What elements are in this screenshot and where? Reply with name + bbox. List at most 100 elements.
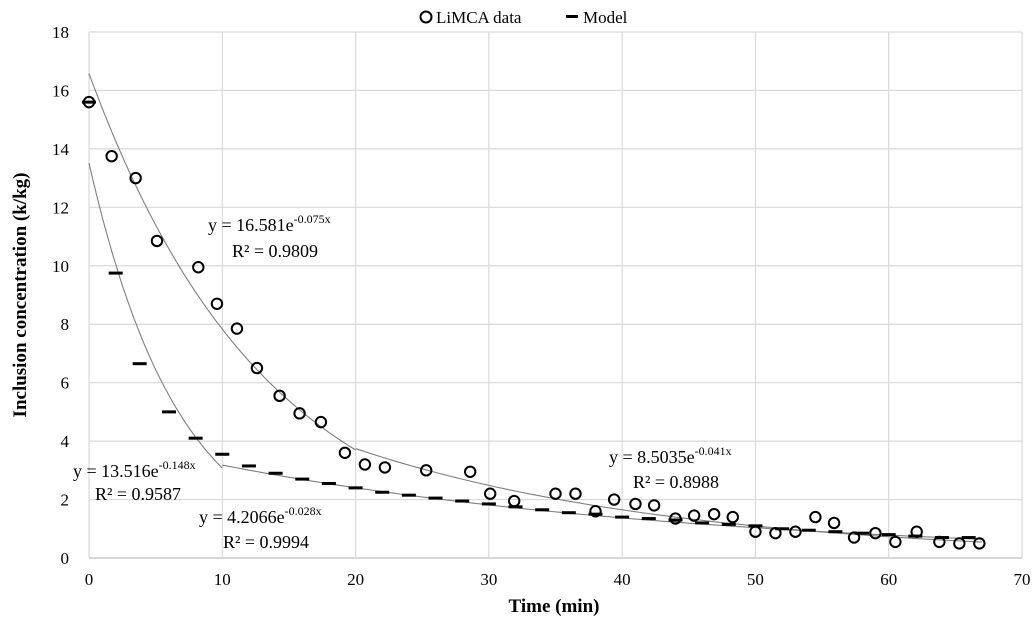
model-data-point (108, 271, 123, 275)
y-tick-label: 16 (52, 81, 69, 100)
limca-data-point (707, 507, 721, 521)
limca-data-point (589, 505, 602, 518)
model-data-point (641, 517, 656, 521)
y-tick-label: 10 (52, 257, 69, 276)
model-data-point (321, 481, 336, 485)
limca-data-point (569, 487, 582, 500)
y-tick-label: 12 (52, 198, 69, 217)
limca-data-point (358, 458, 372, 471)
limca-data-point (314, 415, 328, 429)
y-tick-label: 8 (61, 315, 70, 334)
x-tick-label: 70 (1014, 570, 1031, 589)
limca-data-point (726, 510, 739, 524)
model-data-point (748, 524, 763, 528)
model-data-point (801, 528, 816, 532)
limca-data-point (150, 234, 164, 248)
limca-data-point (687, 509, 701, 522)
equation-model-early-exp: -0.148x (159, 458, 196, 472)
limca-data-point (463, 465, 477, 478)
equation-model-late-coef: 4.2066 (227, 507, 277, 527)
model-data-point (668, 518, 683, 522)
equation-model-late-exp: -0.028x (285, 504, 322, 518)
model-data-point (961, 536, 976, 540)
x-tick-label: 60 (880, 570, 897, 589)
limca-data-point (869, 526, 882, 540)
x-tick-label: 0 (85, 570, 94, 589)
model-data-point (241, 464, 256, 468)
y-tick-label: 18 (52, 23, 69, 42)
model-data-point (401, 493, 416, 497)
limca-data-point (647, 499, 661, 512)
equation-limca-late: y = 8.5035e-0.041x (609, 444, 732, 467)
y-tick-label: 4 (61, 432, 70, 451)
x-tick-label: 30 (480, 570, 497, 589)
limca-data-point (250, 361, 264, 375)
x-tick-label: 40 (614, 570, 631, 589)
limca-data-point (378, 461, 392, 474)
grid (88, 31, 1023, 559)
legend-circle-marker (419, 10, 433, 24)
limca-data-point (953, 537, 966, 550)
model-data-point (295, 477, 310, 481)
limca-data-point (105, 149, 118, 163)
model-data-point (615, 515, 630, 519)
r2-limca-late: R² = 0.8988 (633, 472, 719, 492)
model-data-point (132, 362, 147, 366)
model-data-point (268, 471, 283, 475)
trendline-equations: y = 16.581e-0.075x R² = 0.9809 y = 8.503… (73, 212, 732, 552)
model-data-point (348, 486, 363, 490)
model-data-point (908, 534, 923, 538)
model-data-point (215, 452, 230, 456)
trend-lines (88, 73, 983, 543)
limca-data-point (549, 487, 562, 500)
limca-data-point (273, 389, 286, 403)
limca-data-point (789, 525, 802, 538)
trend-line (222, 464, 983, 540)
equation-model-late: y = 4.2066e-0.028x (199, 504, 322, 527)
tick-labels: 0 2 4 6 8 10 12 14 16 18 0 10 20 30 40 50 60 70 (52, 23, 1031, 589)
trend-line (355, 448, 983, 543)
model-data-point (935, 536, 950, 540)
limca-data-point (827, 516, 841, 530)
model-data-point (455, 499, 470, 503)
model-data-point (481, 502, 496, 506)
limca-data-point (293, 407, 306, 420)
r2-limca-early: R² = 0.9809 (232, 241, 318, 261)
x-tick-label: 20 (347, 570, 364, 589)
y-tick-label: 0 (61, 549, 70, 568)
equation-limca-late-exp: -0.041x (695, 444, 732, 458)
equation-limca-late-coef: 8.5035 (637, 447, 687, 467)
model-data-point (82, 100, 96, 104)
limca-data-point (210, 297, 224, 310)
limca-data-point (847, 531, 861, 544)
equation-model-early: y = 13.516e-0.148x (73, 458, 196, 481)
model-data-point (828, 530, 843, 534)
equation-model-early-coef: 13.516 (101, 461, 151, 481)
model-data-point (188, 436, 203, 440)
limca-data-point (607, 493, 621, 506)
legend-label-limca: LiMCA data (436, 8, 522, 27)
y-tick-label: 2 (61, 491, 70, 510)
model-data-point (508, 505, 523, 509)
equation-limca-early: y = 16.581e-0.075x (208, 212, 331, 235)
model-data-point (428, 496, 443, 500)
equation-limca-early-exp: -0.075x (294, 212, 331, 226)
limca-data-point (420, 464, 433, 477)
x-axis-title: Time (min) (509, 596, 600, 617)
model-data-point (881, 533, 896, 537)
equation-limca-early-coef: 16.581 (236, 215, 286, 235)
model-data-point (721, 522, 736, 526)
y-axis-title: Inclusion concentration (k/kg) (10, 173, 31, 418)
trend-line (88, 73, 356, 451)
limca-data-point (230, 322, 244, 335)
model-data-point (775, 527, 790, 531)
data-marks (82, 95, 986, 550)
limca-data-point (629, 497, 642, 511)
y-tick-label: 14 (52, 140, 70, 159)
x-tick-label: 50 (747, 570, 764, 589)
limca-data-point (483, 487, 497, 500)
model-data-point (588, 512, 603, 516)
model-data-point (161, 410, 176, 414)
x-tick-label: 10 (214, 570, 231, 589)
